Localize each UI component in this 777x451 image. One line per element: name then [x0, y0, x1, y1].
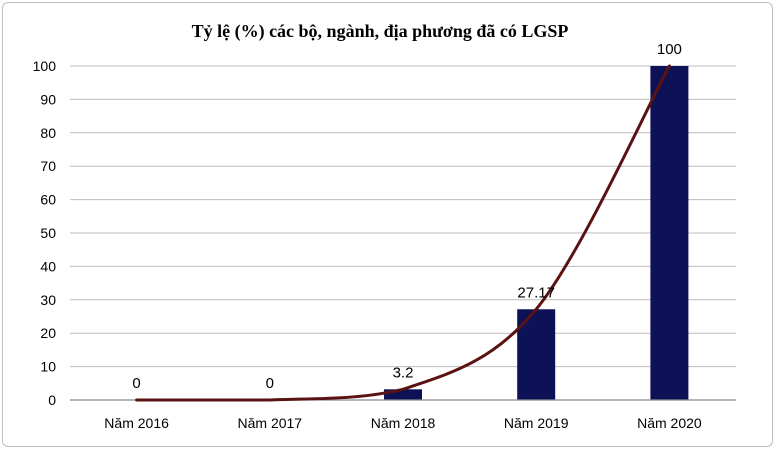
bar-năm-2018	[384, 389, 422, 400]
data-label: 0	[132, 375, 140, 392]
x-tick-label: Năm 2020	[637, 415, 702, 431]
y-tick-label: 80	[40, 125, 56, 141]
data-label: 27.17	[517, 284, 555, 301]
data-label: 3.2	[393, 364, 414, 381]
y-tick-label: 50	[40, 225, 56, 241]
trend-line	[135, 64, 671, 402]
chart-frame	[2, 2, 773, 447]
y-tick-label: 30	[40, 292, 56, 308]
x-tick-label: Năm 2018	[371, 415, 436, 431]
x-tick-label: Năm 2019	[504, 415, 569, 431]
y-tick-label: 10	[40, 359, 56, 375]
y-axis-ticks: 0 10 20 30 40 50 60 70 80 90 100	[33, 58, 57, 408]
x-axis-ticks: Năm 2016 Năm 2017 Năm 2018 Năm 2019 Năm 2020	[104, 415, 702, 431]
y-tick-label: 100	[33, 58, 57, 74]
y-tick-label: 70	[40, 158, 56, 174]
x-tick-label: Năm 2016	[104, 415, 169, 431]
y-tick-label: 60	[40, 192, 56, 208]
x-tick-label: Năm 2017	[238, 415, 303, 431]
y-tick-label: 90	[40, 91, 56, 107]
gridlines	[70, 65, 736, 368]
data-labels: 0 0 3.2 27.17 100	[132, 41, 681, 392]
data-label: 100	[657, 41, 682, 58]
bar-năm-2020	[650, 66, 689, 400]
trend-line-path	[135, 64, 671, 402]
chart-title: Tỷ lệ (%) các bộ, ngành, địa phương đã c…	[192, 21, 569, 42]
y-tick-label: 40	[40, 258, 56, 274]
data-label: 0	[266, 375, 274, 392]
y-tick-label: 0	[48, 392, 56, 408]
y-tick-label: 20	[40, 325, 56, 341]
